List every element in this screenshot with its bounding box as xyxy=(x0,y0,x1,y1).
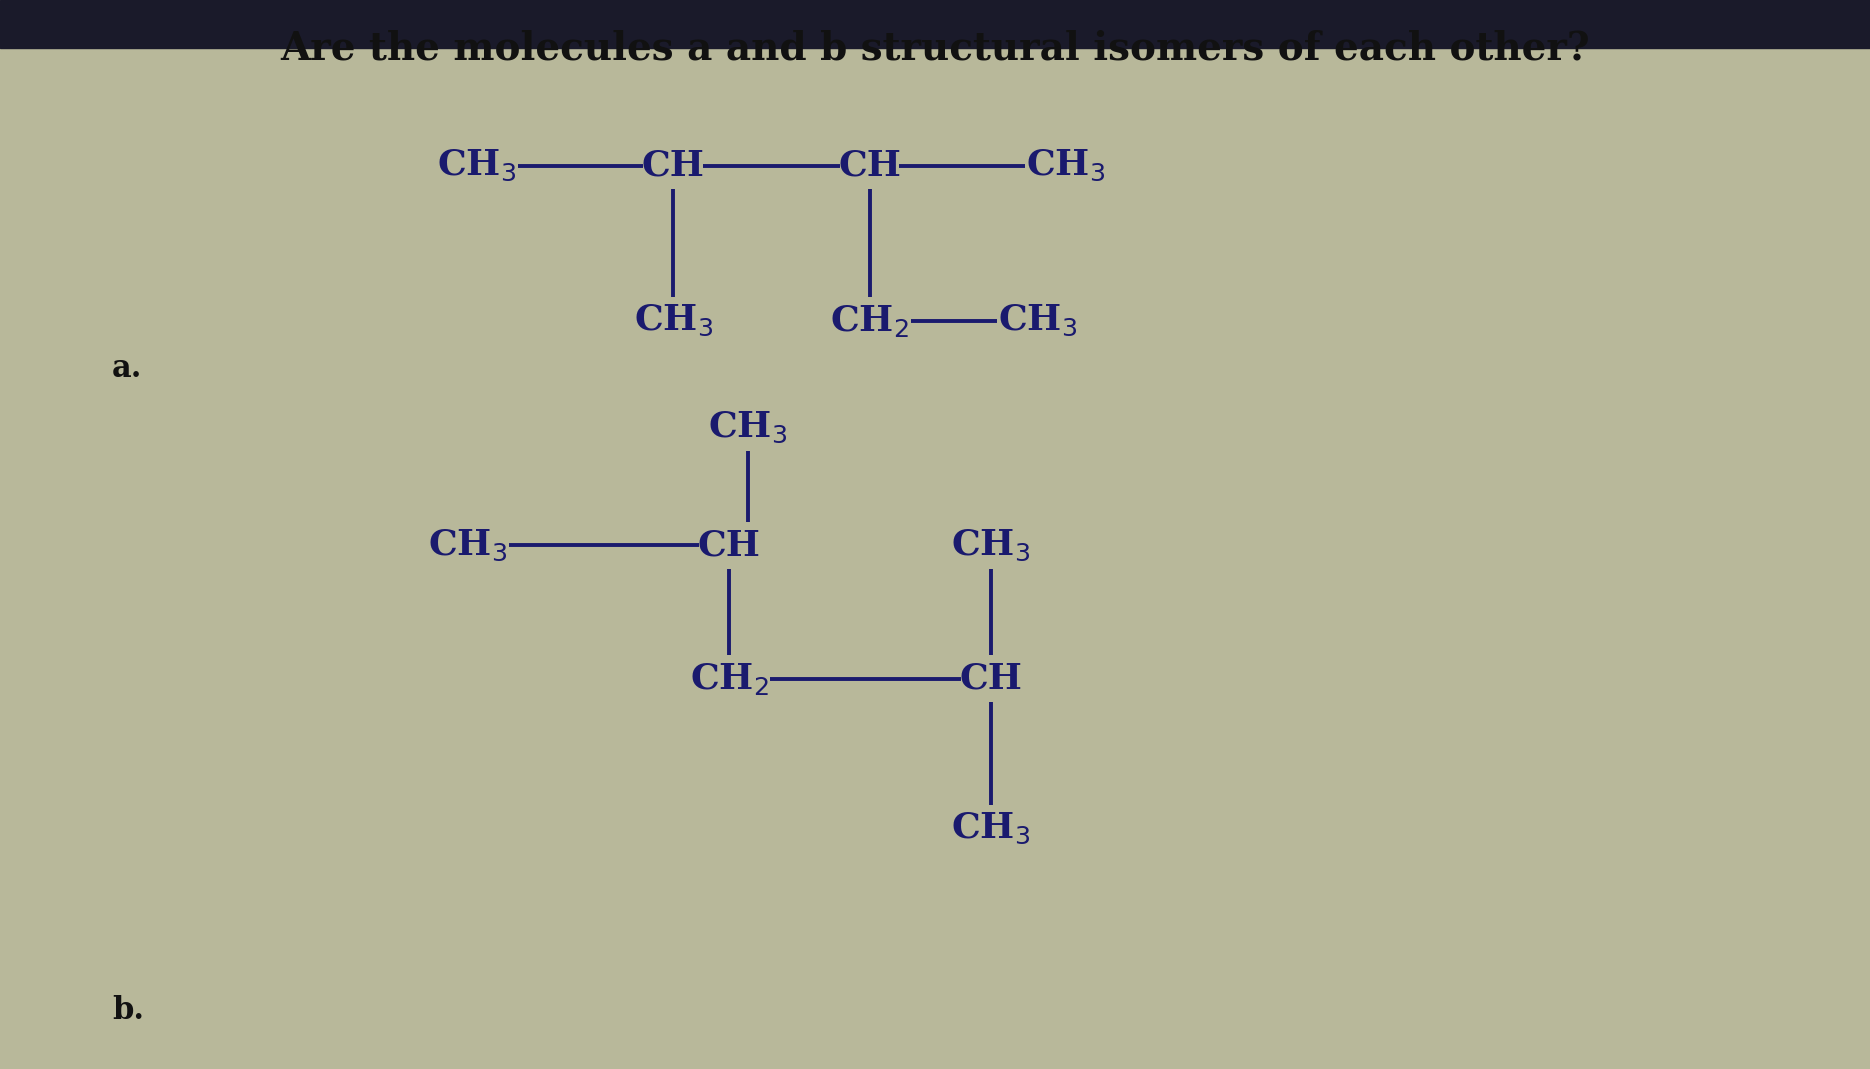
Text: CH: CH xyxy=(698,528,761,562)
Text: CH$_3$: CH$_3$ xyxy=(428,527,507,563)
Text: CH$_3$: CH$_3$ xyxy=(1027,148,1105,184)
Text: CH$_2$: CH$_2$ xyxy=(690,661,769,697)
Text: CH$_3$: CH$_3$ xyxy=(438,148,516,184)
Text: CH$_3$: CH$_3$ xyxy=(709,409,787,446)
Text: CH$_3$: CH$_3$ xyxy=(634,303,712,339)
Text: CH$_3$: CH$_3$ xyxy=(952,527,1030,563)
Text: CH: CH xyxy=(959,662,1023,696)
Text: CH: CH xyxy=(838,149,901,183)
Text: CH$_3$: CH$_3$ xyxy=(952,810,1030,847)
Text: CH$_3$: CH$_3$ xyxy=(999,303,1077,339)
Text: a.: a. xyxy=(112,354,142,384)
Text: Are the molecules a and b structural isomers of each other?: Are the molecules a and b structural iso… xyxy=(280,29,1590,67)
Text: CH: CH xyxy=(641,149,705,183)
Text: b.: b. xyxy=(112,995,144,1025)
Bar xyxy=(0,0,1870,48)
Text: CH$_2$: CH$_2$ xyxy=(830,303,909,339)
